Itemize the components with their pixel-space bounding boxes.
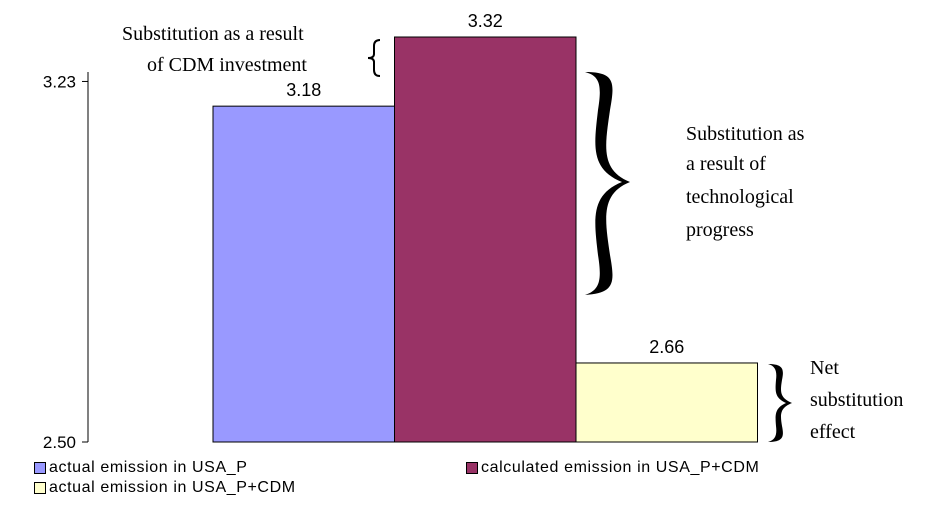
legend-swatch-yellow [34,482,46,494]
y-tick-label: 2.50 [43,433,76,452]
small-brace-icon [367,39,381,77]
legend-label: actual emission in USA_P+CDM [49,479,296,496]
annotation-tech-line-3: technological [686,186,794,208]
y-tick-label: 3.23 [43,72,76,91]
annotation-cdm-line-2: of CDM investment [147,54,307,76]
legend-swatch-maroon [466,462,478,474]
bar-value-label-3: 2.66 [649,337,684,357]
legend-label: calculated emission in USA_P+CDM [481,459,760,476]
annotation-net-line-3: effect [810,421,856,443]
large-brace-icon [585,72,630,295]
bar-1 [212,105,395,443]
annotation-tech-line-2: a result of [686,153,766,175]
annotation-cdm-line-1: Substitution as a result [122,23,304,45]
annotation-tech-line-4: progress [686,219,754,241]
legend-entry-actual-usa-p: actual emission in USA_P [34,459,248,477]
legend-entry-actual-usa-p-cdm: actual emission in USA_P+CDM [34,479,296,497]
bar-value-label-1: 3.18 [286,80,321,100]
annotation-net-line-2: substitution [810,389,903,411]
bar-3 [575,362,758,443]
bar-value-label-2: 3.32 [468,11,503,31]
annotation-tech-line-1: Substitution as [686,123,805,145]
legend-label: actual emission in USA_P [49,459,248,476]
legend-swatch-blue [34,462,46,474]
bar-2 [394,36,577,443]
annotation-net-line-1: Net [810,357,839,379]
legend-entry-calculated-usa-p-cdm: calculated emission in USA_P+CDM [466,459,759,477]
medium-brace-icon [768,364,792,442]
